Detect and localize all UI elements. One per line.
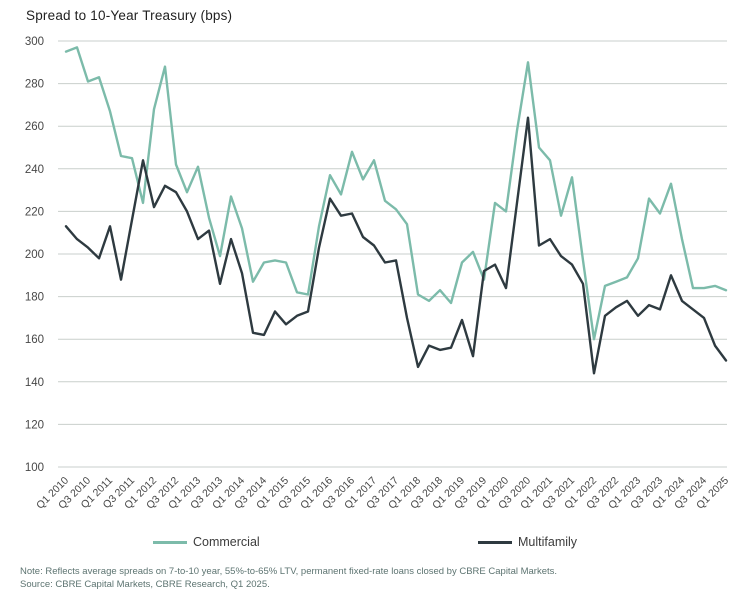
- multifamily-line: [64, 116, 728, 375]
- y-tick-label: 280: [25, 79, 44, 91]
- legend-label-commercial: Commercial: [193, 535, 260, 549]
- multifamily-line-swatch: [478, 540, 512, 544]
- y-tick-label: 180: [25, 292, 44, 304]
- commercial-line: [64, 46, 728, 341]
- legend-item-commercial: Commercial: [153, 533, 260, 551]
- chart-source: Source: CBRE Capital Markets, CBRE Resea…: [20, 579, 270, 590]
- legend-item-multifamily: Multifamily: [478, 533, 577, 551]
- y-tick-label: 100: [25, 462, 44, 474]
- y-tick-label: 300: [25, 36, 44, 48]
- chart-note: Note: Reflects average spreads on 7-to-1…: [20, 566, 558, 577]
- y-tick-label: 200: [25, 249, 44, 261]
- chart-area: 300 280 260 240 220 200 180 160 140 120 100 Q1 2010…: [25, 36, 731, 512]
- legend-label-multifamily: Multifamily: [518, 535, 578, 549]
- chart-title: Spread to 10-Year Treasury (bps): [26, 8, 233, 23]
- y-tick-label: 160: [25, 334, 44, 346]
- y-tick-label: 260: [25, 121, 44, 133]
- chart-legend: Commercial Multifamily: [0, 533, 736, 551]
- y-tick-label: 140: [25, 377, 44, 389]
- y-tick-label: 220: [25, 206, 44, 218]
- y-tick-label: 240: [25, 164, 44, 176]
- y-tick-label: 120: [25, 419, 44, 431]
- commercial-line-swatch: [153, 540, 187, 544]
